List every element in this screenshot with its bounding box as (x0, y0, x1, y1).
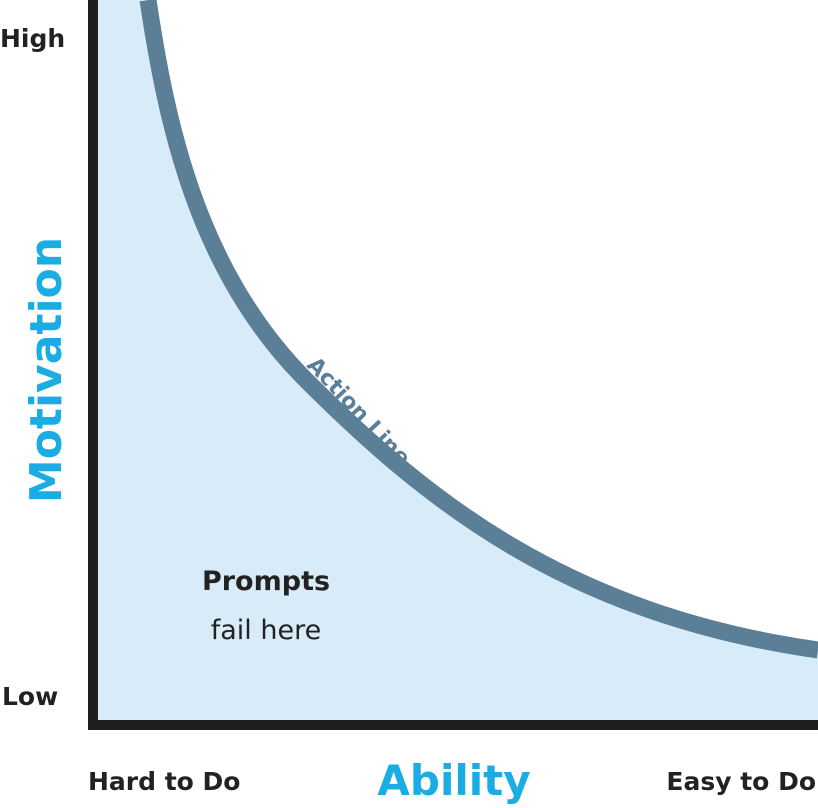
x-axis-right-label: Easy to Do (666, 767, 816, 796)
action-line-curve (139, 0, 818, 659)
x-axis-line (88, 720, 818, 730)
region-label-subtext: fail here (211, 615, 321, 646)
region-label-heading: Prompts (202, 566, 330, 597)
x-axis-left-label: Hard to Do (88, 767, 240, 796)
x-axis-title: Ability (377, 756, 530, 805)
y-axis-line (88, 0, 98, 730)
y-axis-high-label: High (0, 24, 65, 53)
fail-region (96, 0, 818, 723)
y-axis-title: Motivation (21, 237, 72, 503)
y-axis-low-label: Low (2, 682, 58, 711)
